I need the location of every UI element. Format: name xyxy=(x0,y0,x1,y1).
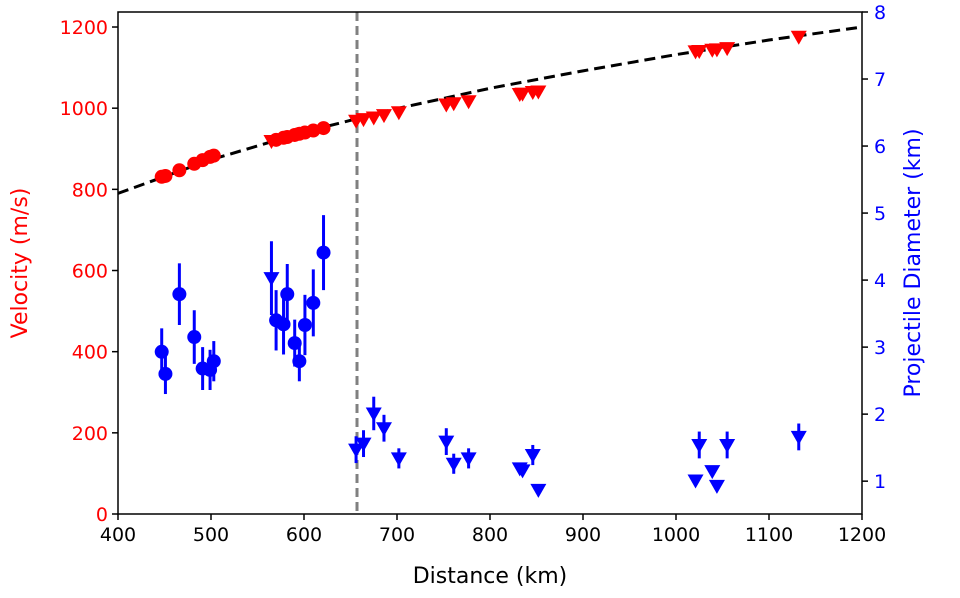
diameter-triangle-point xyxy=(460,452,477,467)
diameter-circle-point xyxy=(292,354,307,369)
diameter-triangle-point xyxy=(445,457,462,472)
axis-ticks: 400 500 600 700 800 900 1000 1100 1200 0 200 400 600… xyxy=(60,2,887,546)
diameter-circle-point xyxy=(280,287,295,302)
diameter-triangle-point xyxy=(691,438,708,453)
diameter-triangle-point xyxy=(790,430,807,445)
velocity-triangle-point xyxy=(719,42,736,57)
y-axis-label-left: Velocity (m/s) xyxy=(8,188,33,339)
diameter-triangle-point xyxy=(348,443,365,458)
velocity-circle-point xyxy=(172,163,187,178)
y-left-tick-label: 1000 xyxy=(60,98,108,120)
y-left-tick-label: 200 xyxy=(72,423,108,445)
diameter-triangle-point xyxy=(687,474,704,489)
x-tick-label: 900 xyxy=(565,524,601,546)
y-left-tick-label: 0 xyxy=(96,504,108,526)
x-tick-label: 700 xyxy=(379,524,415,546)
velocity-triangle-point xyxy=(365,111,382,126)
x-axis-label: Distance (km) xyxy=(413,564,568,589)
velocity-triangle-point xyxy=(263,135,280,150)
x-tick-label: 400 xyxy=(100,524,136,546)
x-tick-label: 1000 xyxy=(652,524,700,546)
diameter-triangle-point xyxy=(708,479,725,494)
x-tick-label: 500 xyxy=(193,524,229,546)
diameter-circle-point xyxy=(297,317,312,332)
diameter-circle-point xyxy=(172,287,187,302)
y-right-tick-label: 3 xyxy=(874,337,886,359)
velocity-circle-point xyxy=(316,121,331,136)
diameter-circle-point xyxy=(158,366,173,381)
diameter-triangle-point xyxy=(514,464,531,479)
y-left-tick-label: 400 xyxy=(72,342,108,364)
velocity-triangle-point xyxy=(790,30,807,45)
diameter-triangle-point xyxy=(438,435,455,450)
velocity-triangle-point xyxy=(375,109,392,124)
y-left-tick-label: 1200 xyxy=(60,17,108,39)
y-right-tick-label: 4 xyxy=(874,270,886,292)
velocity-triangle-point xyxy=(445,97,462,112)
velocity-circle-point xyxy=(206,148,221,163)
velocity-triangle-point xyxy=(530,85,547,100)
velocity-triangle-point xyxy=(390,106,407,121)
diameter-triangle-point xyxy=(365,407,382,422)
diameter-triangle-point xyxy=(704,465,721,480)
x-tick-label: 1100 xyxy=(745,524,793,546)
diameter-triangle-point xyxy=(263,272,280,287)
diameter-circle-point xyxy=(306,295,321,310)
velocity-circle-point xyxy=(158,168,173,183)
y-left-tick-label: 800 xyxy=(72,179,108,201)
y-right-tick-label: 8 xyxy=(874,2,886,24)
x-tick-label: 1200 xyxy=(838,524,886,546)
y-right-tick-label: 7 xyxy=(874,69,886,91)
diameter-triangle-point xyxy=(719,438,736,453)
velocity-triangle-point xyxy=(708,43,725,58)
y-right-tick-label: 6 xyxy=(874,136,886,158)
diameter-circle-point xyxy=(206,354,221,369)
y-left-tick-label: 600 xyxy=(72,261,108,283)
diameter-triangle-point xyxy=(355,437,372,452)
velocity-triangle-point xyxy=(514,87,531,102)
x-tick-label: 600 xyxy=(286,524,322,546)
velocity-triangle-point xyxy=(691,44,708,59)
diameter-circle-point xyxy=(187,330,202,345)
diameter-triangle-point xyxy=(390,452,407,467)
plot-frame xyxy=(117,11,863,515)
diameter-triangle-point xyxy=(524,449,541,464)
y-right-tick-label: 1 xyxy=(874,471,886,493)
diameter-triangle-point xyxy=(530,483,547,498)
diameter-circle-point xyxy=(316,245,331,260)
velocity-triangle-point xyxy=(355,113,372,128)
velocity-triangle-point xyxy=(460,95,477,110)
x-tick-label: 800 xyxy=(472,524,508,546)
y-right-tick-label: 5 xyxy=(874,203,886,225)
y-axis-label-right: Projectile Diameter (km) xyxy=(901,128,926,397)
plot-marks xyxy=(117,12,863,514)
diameter-triangle-point xyxy=(375,422,392,437)
fit-curve-line xyxy=(117,25,863,195)
y-right-tick-label: 2 xyxy=(874,404,886,426)
